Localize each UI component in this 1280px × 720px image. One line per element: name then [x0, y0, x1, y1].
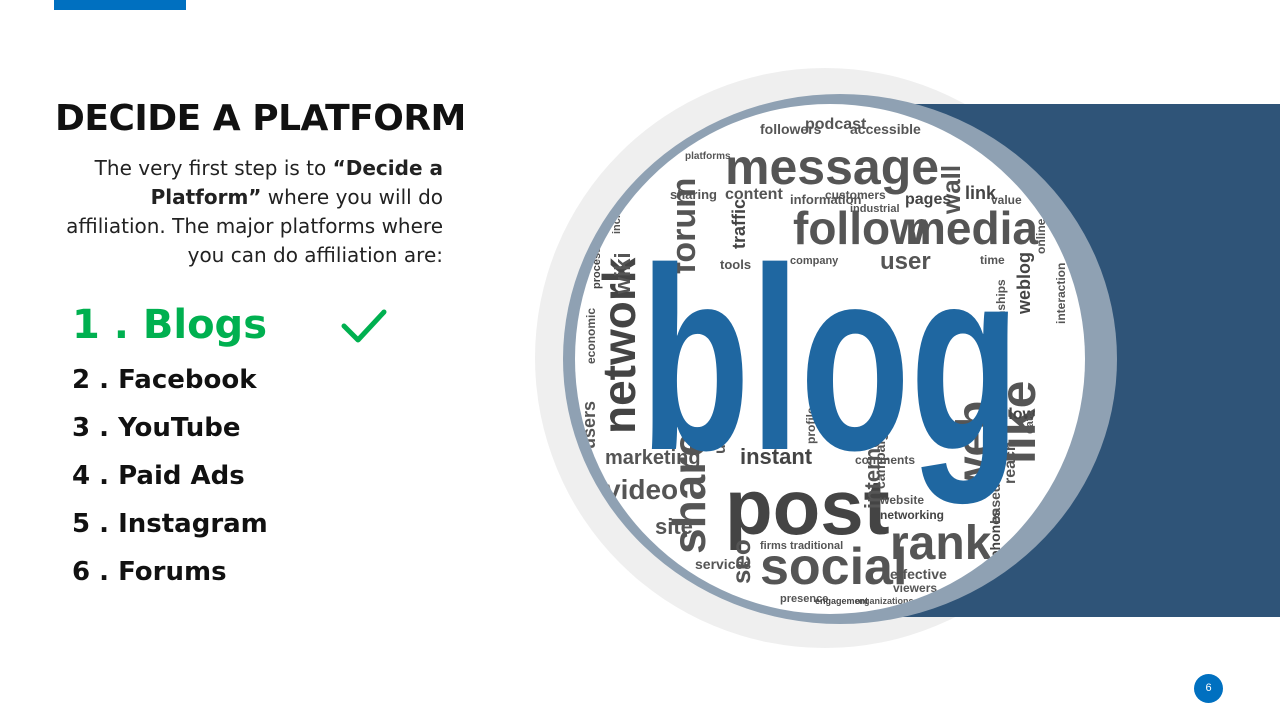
cloud-word: effective [890, 566, 947, 582]
cloud-word: presence [780, 593, 828, 605]
cloud-word: viewers [893, 581, 937, 595]
cloud-word: instant [740, 444, 813, 469]
cloud-word: traditional [790, 540, 843, 552]
cloud-word: video [605, 474, 678, 505]
intro-emphasis-1: “Decide a [332, 156, 443, 180]
cloud-word: marketing [605, 447, 701, 469]
cloud-word: rank [890, 517, 992, 570]
cloud-word: comments [855, 453, 915, 467]
cloud-word: internet [860, 428, 885, 509]
cloud-word: profile [804, 407, 818, 444]
cloud-word: services [695, 556, 751, 572]
page-number-badge: 6 [1194, 674, 1223, 703]
cloud-word: followers [760, 121, 822, 137]
cloud-word: content [725, 186, 783, 203]
cloud-word: economic [584, 308, 598, 364]
cloud-word: sharing [670, 187, 717, 202]
platform-item-instagram: 5 . Instagram [72, 509, 268, 539]
cloud-word: organizations [855, 596, 914, 606]
cloud-word: industrial [850, 203, 900, 215]
cloud-word: network [593, 257, 645, 434]
platform-list: 1 . Blogs 2 . Facebook 3 . YouTube 4 . P… [72, 296, 268, 596]
cloud-word: data [1024, 411, 1036, 435]
cloud-word: social [760, 538, 907, 596]
cloud-word: post [725, 463, 890, 551]
cloud-word: web [948, 401, 1001, 495]
intro-emphasis-2: Platform” [150, 185, 262, 209]
cloud-word: engagement [815, 596, 868, 606]
cloud-word: based [987, 484, 1003, 524]
cloud-word: allow [995, 406, 1036, 423]
intro-text-2: where you will do affiliation. The major… [66, 185, 443, 267]
platform-item-blogs: 1 . Blogs [72, 302, 267, 348]
cloud-word: online [1034, 218, 1048, 254]
cloud-word: user [880, 248, 931, 275]
cloud-word: accessible [850, 121, 921, 137]
cloud-word: weblog [1014, 252, 1034, 315]
word-cloud-image: message follow media post social rank like web n… [575, 104, 1085, 614]
cloud-word: campaign [872, 424, 888, 489]
cloud-word: customers [825, 188, 886, 202]
slide-title: DECIDE A PLATFORM [55, 98, 466, 139]
word-cloud-svg: messagefollowmediapostsocialranklikewebn… [579, 116, 1068, 606]
cloud-word: website [879, 493, 924, 507]
cloud-word: seo [726, 539, 756, 584]
platform-item-forums: 6 . Forums [72, 557, 227, 587]
cloud-word: traffic [729, 199, 749, 249]
cloud-word: tools [720, 257, 751, 272]
cloud-word: reach [1002, 441, 1019, 484]
cloud-word: forum [665, 178, 703, 274]
cloud-word: pages [905, 191, 951, 208]
cloud-main-word: blog [640, 215, 1020, 506]
cloud-word: follow [793, 202, 926, 254]
cloud-word: link [965, 183, 997, 203]
cloud-word: use [712, 426, 729, 454]
check-icon [341, 309, 387, 343]
cloud-word: relationships [994, 279, 1008, 354]
cloud-word: wall [936, 165, 966, 215]
cloud-word: wiki [610, 252, 635, 295]
intro-paragraph: The very first step is to “Decide a Plat… [60, 154, 443, 270]
cloud-word: phones [987, 509, 1003, 559]
platform-item-youtube: 3 . YouTube [72, 413, 241, 443]
cloud-word: media [905, 202, 1038, 254]
cloud-word: value [991, 193, 1022, 207]
cloud-word: platforms [685, 151, 731, 162]
cloud-word: podcast [805, 116, 867, 133]
cloud-word: networking [880, 508, 944, 522]
cloud-word: like [990, 381, 1046, 464]
platform-item-facebook: 2 . Facebook [72, 365, 257, 395]
top-accent-bar [54, 0, 186, 10]
cloud-word: time [980, 253, 1005, 267]
cloud-word: site [655, 514, 693, 539]
cloud-word: interaction [1054, 263, 1068, 324]
cloud-word: message [725, 139, 939, 195]
cloud-word: share [663, 431, 715, 554]
cloud-word: company [790, 255, 839, 267]
cloud-word: information [790, 192, 862, 207]
cloud-word: firms [760, 540, 787, 552]
platform-item-paid-ads: 4 . Paid Ads [72, 461, 245, 491]
intro-text-1: The very first step is to [94, 156, 333, 180]
